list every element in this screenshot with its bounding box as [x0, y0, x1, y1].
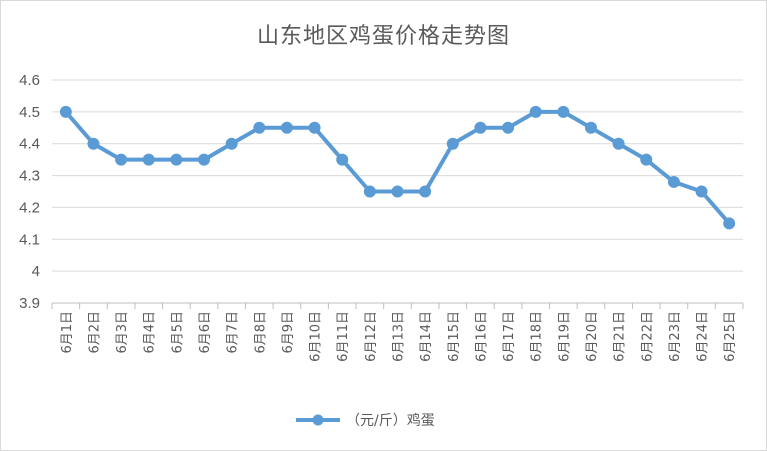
- data-point: [336, 153, 349, 166]
- x-tick-label: 6月21日: [613, 311, 628, 362]
- x-tick-label: 6月8日: [253, 311, 268, 354]
- y-tick-label: 4.4: [19, 136, 40, 153]
- data-point: [557, 105, 570, 118]
- x-tick-label: 6月15日: [447, 311, 462, 362]
- x-tick-label: 6月19日: [557, 311, 572, 362]
- x-tick-label: 6月17日: [502, 311, 517, 362]
- data-point: [474, 121, 487, 134]
- data-point: [419, 185, 432, 198]
- data-point: [142, 153, 155, 166]
- y-tick-label: 4.5: [19, 104, 40, 121]
- data-point: [529, 105, 542, 118]
- x-tick-label: 6月20日: [585, 311, 600, 362]
- x-tick-label: 6月12日: [364, 311, 379, 362]
- x-tick-label: 6月22日: [640, 311, 655, 362]
- y-tick-label: 4.2: [19, 199, 40, 216]
- data-point: [612, 137, 625, 150]
- data-point: [280, 121, 293, 134]
- chart-title: 山东地区鸡蛋价格走势图: [256, 24, 510, 49]
- legend-label: （元/斤）鸡蛋: [346, 412, 435, 429]
- x-tick-label: 6月4日: [143, 311, 158, 354]
- y-tick-label: 3.9: [19, 295, 40, 312]
- data-point: [87, 137, 100, 150]
- x-tick-label: 6月3日: [115, 311, 130, 354]
- x-tick-label: 6月13日: [392, 311, 407, 362]
- legend-marker: [312, 414, 324, 426]
- data-point: [225, 137, 238, 150]
- x-tick-label: 6月14日: [419, 311, 434, 362]
- x-tick-label: 6月7日: [226, 311, 241, 354]
- x-tick-label: 6月23日: [668, 311, 683, 362]
- x-tick-label: 6月6日: [198, 311, 213, 354]
- data-point: [584, 121, 597, 134]
- data-point: [253, 121, 266, 134]
- data-point: [59, 105, 72, 118]
- y-tick-label: 4.1: [19, 231, 40, 248]
- data-point: [363, 185, 376, 198]
- x-tick-label: 6月18日: [530, 311, 545, 362]
- x-tick-label: 6月5日: [170, 311, 185, 354]
- data-point: [198, 153, 211, 166]
- x-tick-label: 6月11日: [336, 311, 351, 362]
- x-tick-label: 6月1日: [60, 311, 75, 354]
- y-tick-label: 4: [32, 263, 40, 280]
- x-tick-label: 6月10日: [309, 311, 324, 362]
- data-point: [667, 175, 680, 188]
- data-point: [723, 217, 736, 230]
- x-tick-label: 6月24日: [696, 311, 711, 362]
- data-point: [502, 121, 515, 134]
- x-tick-label: 6月2日: [87, 311, 102, 354]
- data-point: [170, 153, 183, 166]
- x-tick-label: 6月25日: [723, 311, 738, 362]
- data-point: [640, 153, 653, 166]
- data-point: [446, 137, 459, 150]
- series-line: [63, 109, 732, 226]
- y-tick-label: 4.3: [19, 168, 40, 185]
- data-point: [308, 121, 321, 134]
- data-point: [695, 185, 708, 198]
- data-point: [391, 185, 404, 198]
- x-tick-label: 6月9日: [281, 311, 296, 354]
- y-tick-label: 4.6: [19, 72, 40, 89]
- x-tick-label: 6月16日: [474, 311, 489, 362]
- data-point: [115, 153, 128, 166]
